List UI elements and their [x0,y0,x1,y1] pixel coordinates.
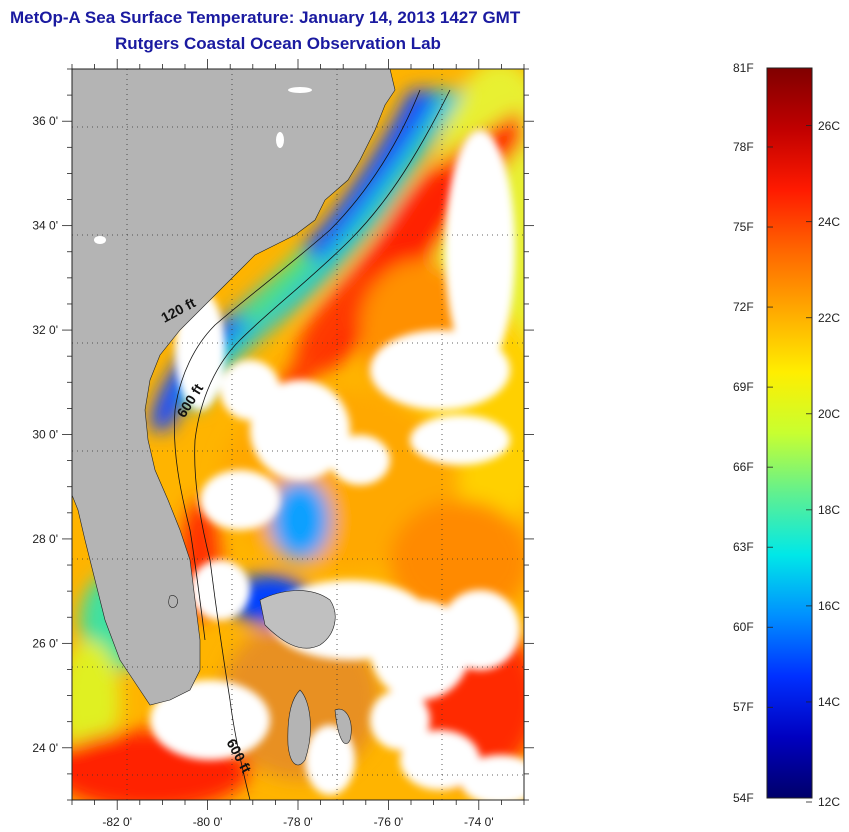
bahamas [168,590,352,766]
map-plot-area [72,69,524,800]
map-subtitle: Rutgers Coastal Ocean Observation Lab [115,34,441,53]
lat-tick-label: 32 0' [32,323,58,337]
lon-tick-label: -74 0' [464,815,494,829]
colorbar-f-label: 63F [733,540,754,555]
temperature-colorbar: 81F 78F 75F 72F 69F 66F 63F 60F 57F 54F 26C 24C 22C 2… [700,60,849,820]
lat-tick-label: 34 0' [32,219,58,233]
sst-map: 36 0' 34 0' 32 0' 30 0' 28 0' 26 0' 24 0' -82 0… [32,59,534,829]
colorbar-c-label: 12C [818,795,841,809]
colorbar-f-label: 60F [733,620,754,635]
colorbar-f-label: 69F [733,380,754,395]
lat-tick-label: 24 0' [32,741,58,755]
lon-tick-label: -82 0' [102,815,132,829]
lon-tick-label: -76 0' [374,815,404,829]
colorbar-c-label: 16C [818,598,841,613]
colorbar-f-label: 78F [733,139,754,154]
isobath-120ft [173,89,421,641]
us-landmass [72,69,396,706]
isobath-600ft [194,89,451,800]
lat-tick-label: 28 0' [32,532,58,546]
lon-tick-label: -78 0' [283,815,313,829]
graticule [72,69,524,800]
colorbar-f-label: 72F [733,300,754,315]
map-title: MetOp-A Sea Surface Temperature: January… [10,8,521,27]
colorbar-c-label: 22C [818,310,841,325]
lat-tick-label: 30 0' [32,428,58,442]
inland-features [94,87,312,244]
colorbar-c-label: 18C [818,502,841,517]
colorbar-f-label: 57F [733,700,754,715]
colorbar-f-label: 75F [733,220,754,235]
colorbar-c-label: 14C [818,694,841,709]
colorbar-c-label: 20C [818,406,841,421]
colorbar-c-label: 24C [818,214,841,229]
colorbar-c-label: 26C [818,118,841,133]
colorbar-f-label: 81F [733,61,754,75]
colorbar-f-label: 54F [733,791,754,805]
map-axes: 36 0' 34 0' 32 0' 30 0' 28 0' 26 0' 24 0' -82 0… [32,59,534,829]
lon-tick-label: -80 0' [193,815,223,829]
colorbar-f-label: 66F [733,460,754,475]
lat-tick-label: 36 0' [32,114,58,128]
lat-tick-label: 26 0' [32,636,58,650]
colorbar-scale [766,67,813,799]
